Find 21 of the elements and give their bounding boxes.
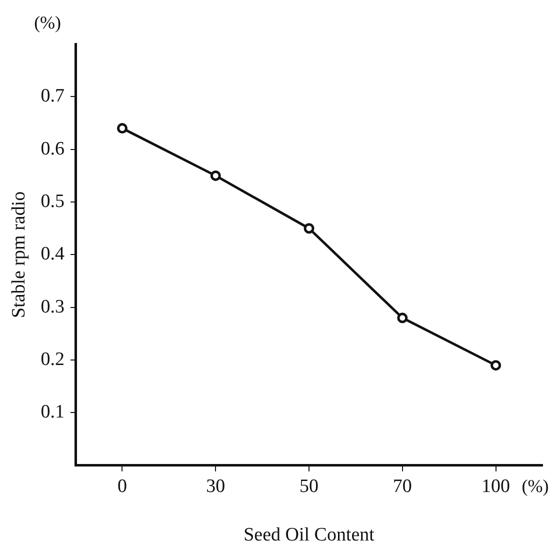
text: (%) (34, 12, 62, 33)
x-tick-label: 70 (392, 476, 412, 497)
y-tick-label: 0.1 (40, 402, 65, 423)
y-tick-label: 0.2 (40, 349, 65, 370)
x-tick-label: 0 (117, 476, 127, 497)
y-tick-label: 0.5 (40, 191, 65, 212)
y-axis-title: Stable rpm radio (8, 191, 30, 318)
point (490, 360, 502, 371)
point (210, 170, 221, 181)
y-tick-label: 0.4 (40, 244, 66, 265)
point (397, 312, 408, 324)
x-tick-label: 50 (300, 476, 319, 497)
y-tick-label: 0.7 (40, 86, 65, 107)
y-tick-label: 0.3 (40, 296, 65, 318)
text: (%) (522, 476, 549, 496)
y-tick-label: 0.6 (40, 138, 65, 160)
x-axis-title: Seed Oil Content (244, 524, 376, 546)
x-tick-label: 30 (206, 476, 226, 497)
x-tick-label: 100 (482, 476, 510, 497)
point (304, 223, 314, 234)
point (116, 123, 128, 134)
